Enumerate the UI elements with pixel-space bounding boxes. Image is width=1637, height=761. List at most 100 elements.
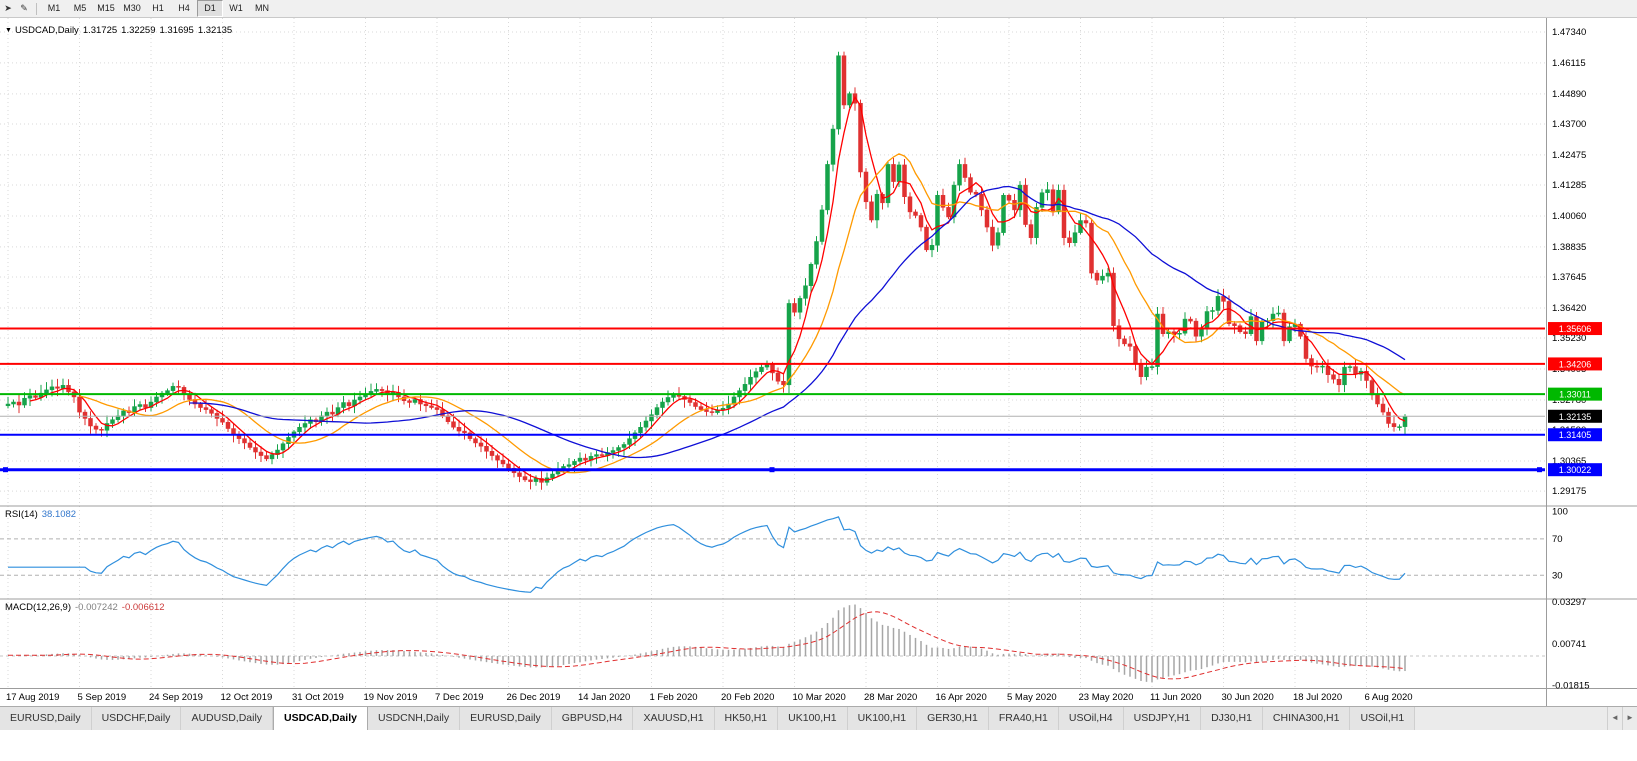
candle-body xyxy=(203,407,209,410)
chart-tab-eurusd-daily[interactable]: EURUSD,Daily xyxy=(460,707,552,730)
chart-tab-usdjpy-h1[interactable]: USDJPY,H1 xyxy=(1123,707,1202,730)
hline-handle[interactable] xyxy=(3,467,8,473)
candle-body xyxy=(154,396,159,403)
hline-handle[interactable] xyxy=(1537,467,1542,473)
candle-body xyxy=(247,442,253,448)
chart-tab-usdcnh-daily[interactable]: USDCNH,Daily xyxy=(367,707,461,730)
candle-body xyxy=(121,410,126,417)
candle-body xyxy=(506,463,511,469)
candle-body xyxy=(995,232,1001,246)
candle-body xyxy=(1111,272,1116,326)
timeframe-m1-button[interactable]: M1 xyxy=(47,3,61,13)
timeframe-m15-button[interactable]: M15 xyxy=(97,3,115,13)
candle-body xyxy=(1303,336,1309,359)
chart-tab-gbpusd-h4[interactable]: GBPUSD,H4 xyxy=(551,707,634,730)
candle-body xyxy=(11,401,16,405)
timeframe-h1-button[interactable]: H1 xyxy=(152,3,164,13)
candle-body xyxy=(940,194,946,208)
bid-price-label xyxy=(1548,409,1602,423)
date-label: 19 Nov 2019 xyxy=(364,692,418,703)
chart-tab-fra40-h1[interactable]: FRA40,H1 xyxy=(988,707,1059,730)
candle-body xyxy=(1039,192,1045,208)
timeframe-m30-button[interactable]: M30 xyxy=(123,3,141,13)
candle-body xyxy=(962,164,968,178)
candle-body xyxy=(583,457,588,461)
hline-price-label xyxy=(1548,357,1602,371)
chart-tab-uk100-h1[interactable]: UK100,H1 xyxy=(778,707,848,730)
candle-body xyxy=(225,421,231,429)
bid-price-label-text: 1.32135 xyxy=(1559,412,1592,422)
candle-body xyxy=(451,421,456,428)
chart-canvas[interactable]: 1.47340 1.46115 1.44890 1.43700 1.42475 1.412… xyxy=(0,18,1637,706)
candle-body xyxy=(1402,416,1408,427)
date-label: 1 Feb 2020 xyxy=(650,692,698,703)
candle-body xyxy=(1116,325,1122,340)
date-label: 6 Aug 2020 xyxy=(1365,692,1413,703)
candle-body xyxy=(297,427,302,433)
timeframe-d1-button[interactable]: D1 xyxy=(197,0,223,17)
macd-main-value: -0.007242 xyxy=(75,602,118,613)
price-tick-label: 1.38835 xyxy=(1552,242,1586,253)
chart-tab-usdcad-daily[interactable]: USDCAD,Daily xyxy=(273,707,368,730)
collapse-arrow-icon[interactable]: ▼ xyxy=(5,27,12,34)
toolbar-separator xyxy=(36,2,37,15)
candle-body xyxy=(412,399,418,403)
draw-icon[interactable]: ✎ xyxy=(20,3,28,13)
candle-body xyxy=(1144,366,1149,377)
date-label: 26 Dec 2019 xyxy=(507,692,561,703)
chart-tab-dj30-h1[interactable]: DJ30,H1 xyxy=(1201,707,1263,730)
chart-tab-hk50-h1[interactable]: HK50,H1 xyxy=(714,707,779,730)
tab-scroll-left-button[interactable]: ◄ xyxy=(1607,707,1622,730)
date-label: 11 Jun 2020 xyxy=(1150,692,1202,703)
timeframe-toolbar: ➤ ✎ M1 M5 M15 M30 H1 H4 D1 W1 MN xyxy=(0,0,1637,18)
candle-body xyxy=(165,390,170,394)
timeframe-h4-button[interactable]: H4 xyxy=(178,3,190,13)
candle-body xyxy=(638,427,643,434)
chart-tab-usoil-h4[interactable]: USOil,H4 xyxy=(1058,707,1124,730)
date-label: 12 Oct 2019 xyxy=(221,692,273,703)
chart-tab-ger30-h1[interactable]: GER30,H1 xyxy=(917,707,989,730)
candle-body xyxy=(968,177,973,193)
candle-body xyxy=(742,384,748,391)
chart-title-low: 1.31695 xyxy=(159,25,194,36)
macd-indicator-label: MACD(12,26,9) -0.007242 -0.006612 xyxy=(5,602,169,613)
candle-body xyxy=(1138,363,1144,377)
hline-handle[interactable] xyxy=(769,467,775,473)
candle-body xyxy=(792,303,797,313)
candle-body xyxy=(1309,358,1314,367)
chart-tab-uk100-h1[interactable]: UK100,H1 xyxy=(847,707,918,730)
candle-body xyxy=(77,396,82,413)
candle-body xyxy=(594,454,599,457)
candle-body xyxy=(885,164,891,204)
chart-tab-eurusd-daily[interactable]: EURUSD,Daily xyxy=(0,707,92,730)
chart-tab-usdchf-daily[interactable]: USDCHF,Daily xyxy=(91,707,182,730)
candle-body xyxy=(704,409,709,412)
candle-body xyxy=(104,423,110,431)
candle-body xyxy=(616,447,621,451)
candle-body xyxy=(473,438,478,444)
tab-scroll-right-button[interactable]: ► xyxy=(1622,707,1637,730)
timeframe-mn-button[interactable]: MN xyxy=(255,3,269,13)
candle-body xyxy=(891,164,896,182)
candle-body xyxy=(698,406,704,410)
candle-body xyxy=(786,303,792,386)
macd-name: MACD(12,26,9) xyxy=(5,602,71,613)
candle-body xyxy=(1072,232,1078,244)
chart-tab-xauusd-h1[interactable]: XAUUSD,H1 xyxy=(633,707,715,730)
chart-tab-audusd-daily[interactable]: AUDUSD,Daily xyxy=(181,707,274,730)
candle-body xyxy=(1034,207,1039,238)
chart-tab-usoil-h1[interactable]: USOil,H1 xyxy=(1350,707,1416,730)
candle-body xyxy=(1336,379,1342,386)
candle-body xyxy=(973,191,979,195)
timeframe-w1-button[interactable]: W1 xyxy=(229,3,243,13)
candle-body xyxy=(1287,326,1292,342)
candle-body xyxy=(27,395,33,399)
bottom-spacer xyxy=(0,730,1637,761)
candle-body xyxy=(874,193,880,221)
candle-body xyxy=(577,457,583,462)
candle-body xyxy=(654,407,660,415)
chart-tab-china300-h1[interactable]: CHINA300,H1 xyxy=(1262,707,1351,730)
timeframe-m5-button[interactable]: M5 xyxy=(73,3,87,13)
chart-arrow-icon[interactable]: ➤ xyxy=(4,3,12,13)
date-label: 17 Aug 2019 xyxy=(6,692,59,703)
